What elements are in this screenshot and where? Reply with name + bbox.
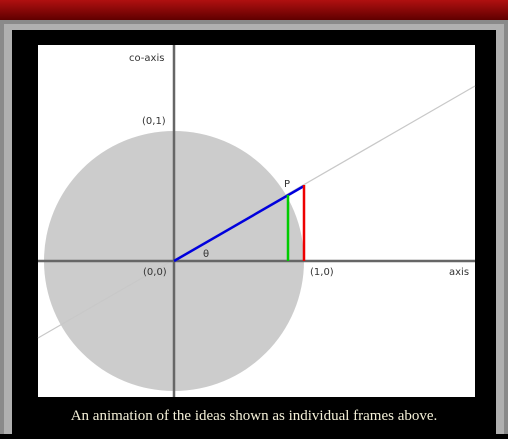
top-bar xyxy=(0,0,508,20)
point-label: P xyxy=(284,179,290,190)
axis-label: axis xyxy=(449,267,469,278)
unit-y-label: (0,1) xyxy=(142,116,166,127)
angle-label: θ xyxy=(203,249,209,260)
radius xyxy=(173,184,305,263)
caption: An animation of the ideas shown as indiv… xyxy=(71,408,438,424)
unit-x-label: (1,0) xyxy=(310,267,334,278)
origin-label: (0,0) xyxy=(143,267,167,278)
co-axis-label: co-axis xyxy=(129,53,164,64)
